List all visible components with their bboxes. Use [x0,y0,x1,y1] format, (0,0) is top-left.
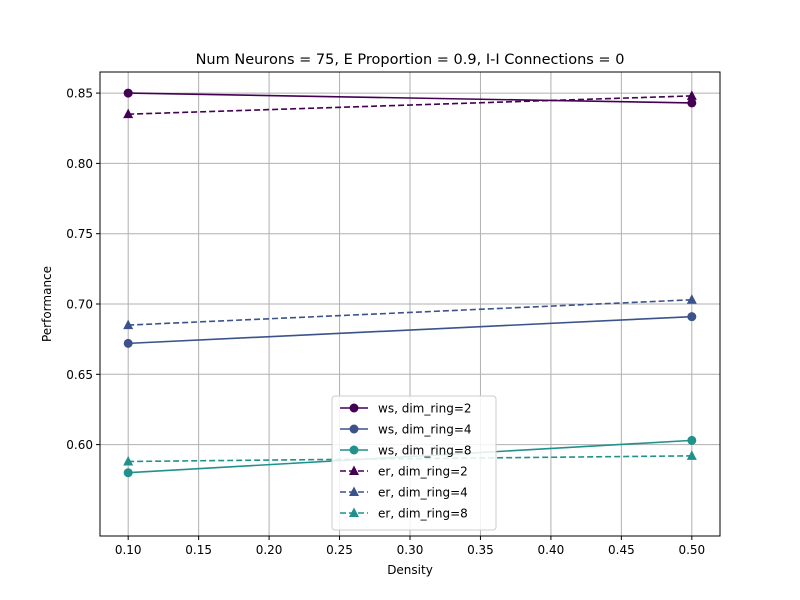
series-group [123,88,697,108]
legend-box [331,395,497,531]
data-point [123,338,133,348]
legend-marker [349,507,359,517]
legend-label: ws, dim_ring=4 [378,423,472,437]
x-tick-label: 0.40 [538,543,565,557]
data-point [123,319,134,330]
x-tick-label: 0.45 [608,543,635,557]
y-tick-label: 0.60 [66,438,93,452]
chart-title: Num Neurons = 75, E Proportion = 0.9, I-… [196,52,625,68]
x-tick-label: 0.25 [326,543,353,557]
legend-label: ws, dim_ring=2 [378,402,472,416]
grid [100,72,720,536]
y-tick-label: 0.65 [66,368,93,382]
series-group [123,294,697,330]
y-tick-label: 0.85 [66,87,93,101]
x-axis: 0.10 0.15 0.20 0.25 0.30 0.35 0.40 0.45 0.50 [115,536,705,557]
plot-area [99,71,721,537]
data-point [123,108,134,119]
legend-label: er, dim_ring=8 [378,507,468,521]
y-tick-label: 0.75 [66,227,93,241]
series-line [128,92,692,104]
data-point [687,98,697,108]
data-point [687,312,697,322]
series-group [123,90,697,119]
y-axis-label: Performance [40,266,54,342]
series-line [128,315,692,345]
legend-label: er, dim_ring=4 [378,486,468,500]
legend-marker [349,465,359,475]
data-point [123,455,134,466]
x-tick-label: 0.35 [467,543,494,557]
data-point [686,450,697,460]
y-tick-label: 0.80 [66,157,93,171]
x-tick-label: 0.50 [678,543,705,557]
data-point [686,90,697,100]
legend-marker [349,403,359,413]
data-point [687,435,697,445]
legend-label: er, dim_ring=2 [378,465,468,479]
legend-label: ws, dim_ring=8 [378,444,472,458]
legend: ws, dim_ring=2 ws, dim_ring=4 ws, dim_ring… [331,395,497,531]
series-line [128,298,692,326]
x-axis-label: Density [387,563,433,577]
series-group [123,312,697,348]
data-point [123,88,133,98]
y-axis: 0.60 0.65 0.70 0.75 0.80 0.85 [66,87,100,452]
legend-marker [349,445,359,455]
x-tick-label: 0.10 [115,543,142,557]
legend-marker [349,486,359,496]
legend-marker [349,424,359,434]
data-point [686,294,697,304]
data-point [123,468,133,478]
x-tick-label: 0.20 [256,543,283,557]
series-line [128,95,692,115]
x-tick-label: 0.15 [185,543,212,557]
y-tick-label: 0.70 [66,298,93,312]
x-tick-label: 0.30 [397,543,424,557]
